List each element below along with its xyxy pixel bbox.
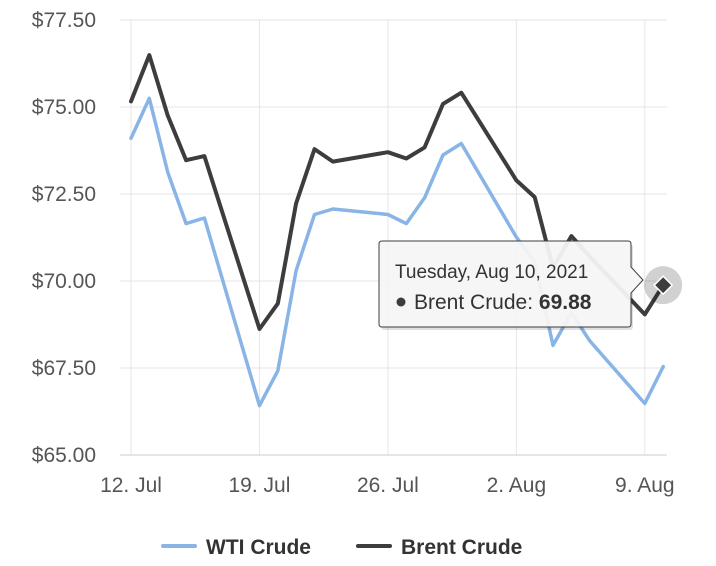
y-axis: $65.00 $67.50 $70.00 $72.50 $75.00 $77.50	[32, 9, 96, 467]
wti-crude-line	[129, 96, 665, 408]
tooltip-value: 69.88	[539, 291, 592, 314]
tooltip-series-name: Brent Crude:	[414, 291, 539, 314]
x-tick-label: 9. Aug	[615, 474, 675, 497]
y-tick-label: $67.50	[32, 357, 96, 380]
grid	[120, 19, 667, 456]
tooltip-box	[378, 240, 644, 328]
hover-point-marker[interactable]	[653, 275, 674, 296]
y-tick-label: $65.00	[32, 444, 96, 467]
tooltip-line: Brent Crude: 69.88	[414, 291, 592, 314]
y-tick-label: $77.50	[32, 9, 96, 32]
x-axis: 12. Jul 19. Jul 26. Jul 2. Aug 9. Aug	[100, 474, 675, 497]
y-tick-label: $70.00	[32, 270, 96, 293]
x-tick-label: 26. Jul	[357, 474, 419, 497]
tooltip-date: Tuesday, Aug 10, 2021	[395, 262, 588, 283]
y-tick-label: $72.50	[32, 183, 96, 206]
x-tick-label: 12. Jul	[100, 474, 162, 497]
series-lines	[129, 53, 683, 408]
x-tick-label: 2. Aug	[487, 474, 547, 497]
y-tick-label: $75.00	[32, 96, 96, 119]
legend-label[interactable]: WTI Crude	[206, 536, 311, 559]
tooltip: Tuesday, Aug 10, 2021 Brent Crude: 69.88	[378, 240, 644, 330]
legend-label[interactable]: Brent Crude	[401, 536, 522, 559]
legend: WTI Crude Brent Crude	[161, 536, 522, 559]
tooltip-bullet	[396, 297, 406, 307]
x-tick-label: 19. Jul	[229, 474, 291, 497]
